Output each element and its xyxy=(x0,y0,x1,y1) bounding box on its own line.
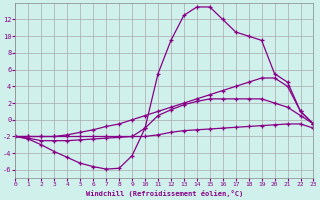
X-axis label: Windchill (Refroidissement éolien,°C): Windchill (Refroidissement éolien,°C) xyxy=(86,190,243,197)
